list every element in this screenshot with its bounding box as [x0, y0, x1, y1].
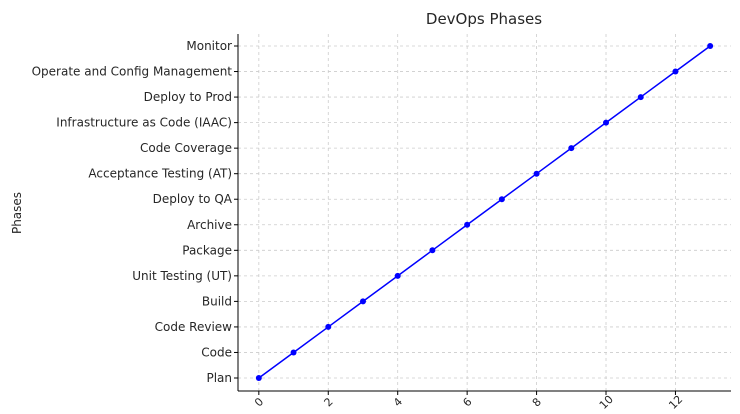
x-tick-label: 0	[252, 395, 266, 409]
data-point	[707, 43, 714, 49]
data-point	[498, 196, 505, 203]
data-point	[672, 68, 679, 75]
data-point	[290, 349, 297, 356]
data-point	[603, 119, 610, 126]
x-tick-labels: 0 2 4 6 8 10 12	[252, 393, 685, 412]
x-tick-label: 2	[322, 395, 336, 409]
y-tick-label: Infrastructure as Code (IAAC)	[56, 116, 232, 130]
series-line	[258, 45, 711, 379]
y-tick-label: Code	[201, 345, 232, 359]
y-tick-label: Code Review	[155, 320, 233, 334]
x-tick-label: 10	[597, 393, 616, 412]
y-tick-label: Deploy to Prod	[144, 90, 232, 104]
x-tick-label: 6	[460, 395, 474, 409]
data-point	[568, 145, 575, 152]
data-point	[394, 272, 401, 279]
y-tick-labels: Plan Code Code Review Build Unit Testing (UT…	[32, 39, 233, 385]
y-tick-label: Deploy to QA	[153, 192, 233, 206]
data-point	[637, 94, 644, 101]
data-point	[359, 298, 366, 305]
y-tick-label: Acceptance Testing (AT)	[88, 167, 232, 181]
x-tick-label: 4	[391, 395, 405, 409]
y-tick-label: Package	[182, 243, 232, 257]
axes-layer	[234, 34, 731, 395]
x-tick-label: 12	[666, 393, 685, 412]
y-tick-label: Monitor	[186, 39, 232, 53]
data-point	[533, 170, 540, 177]
y-tick-label: Operate and Config Management	[32, 65, 233, 79]
grid-layer	[238, 34, 731, 391]
y-tick-label: Archive	[187, 218, 232, 232]
y-axis-label: Phases	[10, 192, 24, 234]
series-layer	[255, 43, 714, 381]
y-tick-label: Unit Testing (UT)	[132, 269, 232, 283]
x-tick-label: 8	[530, 395, 544, 409]
y-tick-label: Plan	[206, 371, 232, 385]
chart-title: DevOps Phases	[426, 10, 542, 28]
data-point	[255, 375, 262, 381]
data-point	[429, 247, 436, 254]
data-point	[325, 323, 332, 330]
y-tick-label: Build	[202, 294, 232, 308]
data-point	[464, 221, 471, 228]
y-tick-label: Code Coverage	[140, 141, 232, 155]
